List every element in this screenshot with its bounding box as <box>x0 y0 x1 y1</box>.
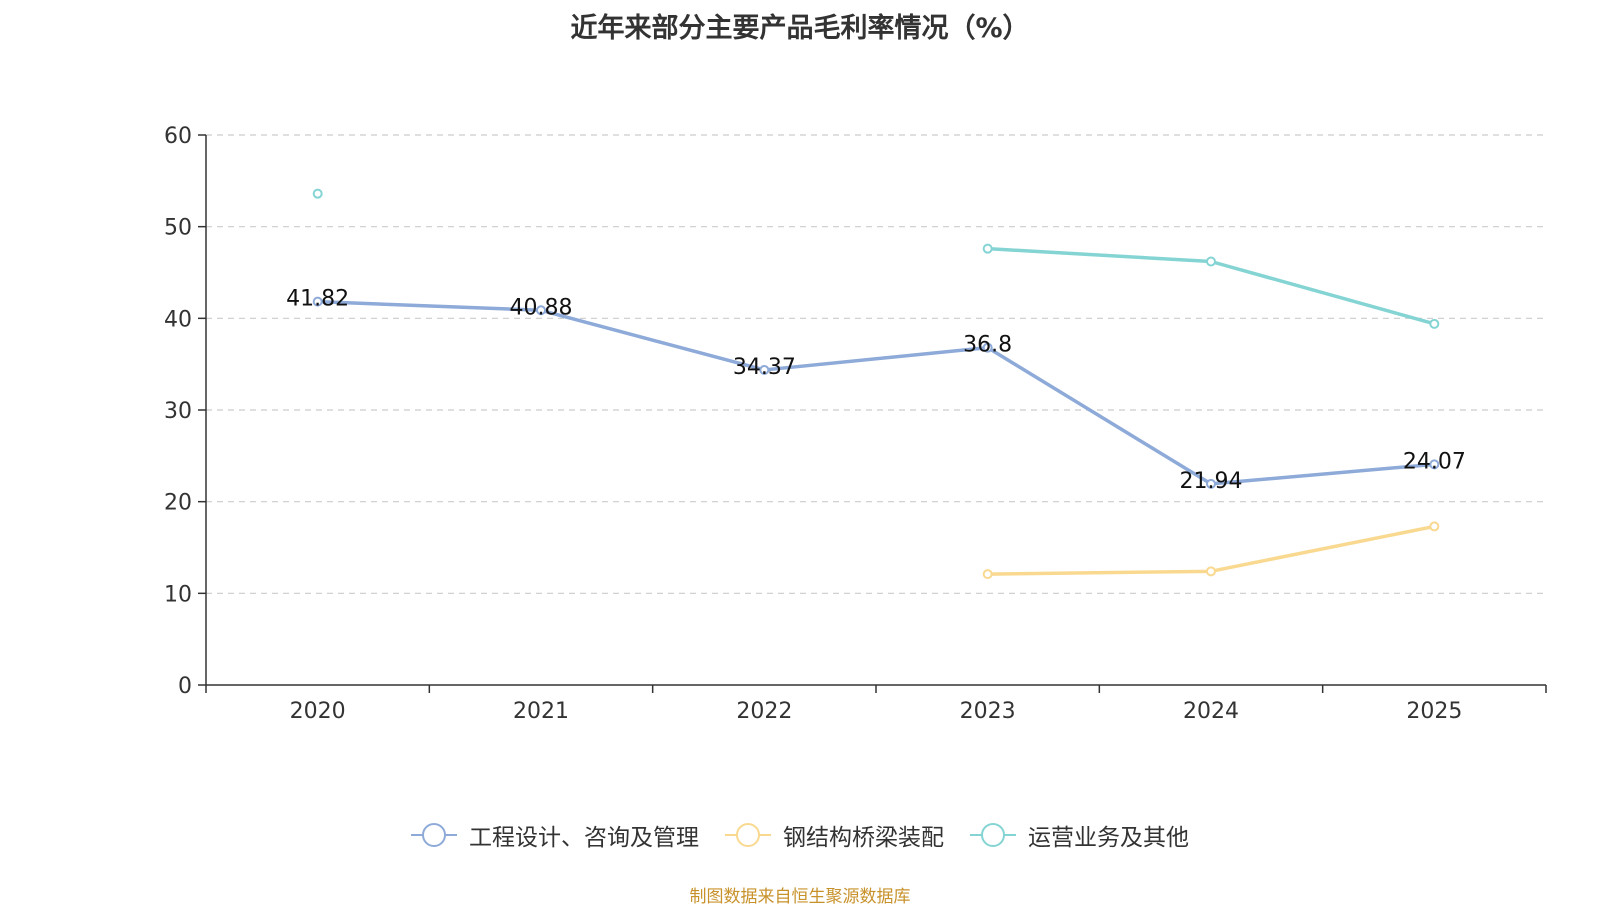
x-tick-label: 2022 <box>736 699 792 724</box>
y-tick-label: 30 <box>164 399 192 424</box>
data-point <box>982 342 993 353</box>
legend-marker-operations <box>970 823 1016 847</box>
legend: 工程设计、咨询及管理 钢结构桥梁装配 运营业务及其他 <box>0 818 1600 852</box>
data-label: 34.37 <box>733 355 796 380</box>
data-label: 41.82 <box>286 287 349 312</box>
legend-marker-steel-bridge <box>725 823 771 847</box>
y-tick-label: 20 <box>164 491 192 516</box>
legend-item-engineering[interactable]: 工程设计、咨询及管理 <box>411 818 699 852</box>
axes: 0 10 20 30 40 50 60 2020 2021 2022 2023 2024 2025 <box>164 124 1547 724</box>
y-tick-label: 0 <box>178 674 192 699</box>
legend-circle <box>422 823 446 847</box>
y-tick-label: 10 <box>164 582 192 607</box>
data-point <box>759 364 770 375</box>
x-tick-label: 2025 <box>1406 699 1462 724</box>
data-point <box>1206 566 1216 577</box>
legend-item-steel-bridge[interactable]: 钢结构桥梁装配 <box>725 818 944 852</box>
data-point <box>1429 521 1440 532</box>
data-point <box>312 188 323 199</box>
data-point <box>1206 478 1216 489</box>
legend-label-engineering: 工程设计、咨询及管理 <box>469 825 699 851</box>
data-point <box>1429 318 1440 329</box>
legend-circle <box>736 823 760 847</box>
data-point <box>1206 256 1216 267</box>
series-lines <box>312 188 1440 580</box>
data-point <box>1429 459 1440 470</box>
y-tick-label: 60 <box>164 124 192 149</box>
legend-label-operations: 运营业务及其他 <box>1028 825 1189 851</box>
grid-lines <box>206 134 1546 594</box>
legend-label-steel-bridge: 钢结构桥梁装配 <box>783 825 944 851</box>
legend-marker-engineering <box>411 823 457 847</box>
y-tick-label: 50 <box>164 216 192 241</box>
chart-title: 近年来部分主要产品毛利率情况（%） <box>570 13 1030 44</box>
data-labels: 41.82 40.88 34.37 36.8 21.94 24.07 <box>286 287 1466 494</box>
legend-item-operations[interactable]: 运营业务及其他 <box>970 818 1189 852</box>
data-label: 21.94 <box>1180 469 1243 494</box>
series-line <box>317 299 1435 486</box>
data-point <box>982 569 993 580</box>
data-source-note: 制图数据来自恒生聚源数据库 <box>689 887 911 907</box>
legend-circle <box>981 823 1005 847</box>
data-label: 40.88 <box>510 295 573 320</box>
x-tick-label: 2023 <box>960 699 1016 724</box>
y-tick-label: 40 <box>164 307 192 332</box>
x-tick-label: 2024 <box>1183 699 1239 724</box>
data-label: 24.07 <box>1403 449 1466 474</box>
x-tick-label: 2021 <box>513 699 569 724</box>
data-point <box>312 296 323 307</box>
data-point <box>982 243 993 254</box>
data-point <box>536 305 546 316</box>
data-label: 36.8 <box>963 333 1012 358</box>
x-tick-label: 2020 <box>290 699 346 724</box>
